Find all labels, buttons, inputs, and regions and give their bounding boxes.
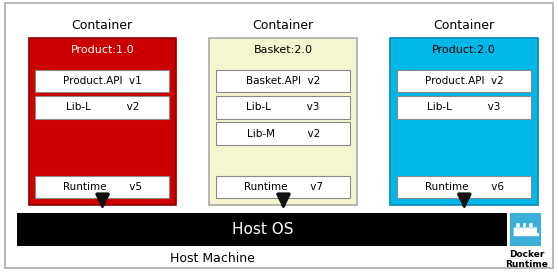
FancyBboxPatch shape <box>528 223 532 228</box>
Text: Container: Container <box>72 19 133 32</box>
FancyBboxPatch shape <box>35 70 169 92</box>
Text: Basket.API  v2: Basket.API v2 <box>246 76 320 86</box>
Text: Host OS: Host OS <box>232 222 293 237</box>
FancyBboxPatch shape <box>216 96 350 119</box>
Text: Product.API  v1: Product.API v1 <box>63 76 142 86</box>
FancyBboxPatch shape <box>5 3 553 268</box>
Text: Lib-L           v3: Lib-L v3 <box>247 102 320 112</box>
FancyBboxPatch shape <box>17 213 507 246</box>
Text: Runtime       v7: Runtime v7 <box>244 182 323 192</box>
Text: Product:2.0: Product:2.0 <box>432 45 496 55</box>
FancyBboxPatch shape <box>35 96 169 119</box>
FancyBboxPatch shape <box>391 38 538 205</box>
FancyBboxPatch shape <box>513 227 537 236</box>
FancyBboxPatch shape <box>516 223 520 228</box>
Text: Lib-L           v3: Lib-L v3 <box>427 102 501 112</box>
Text: Lib-M          v2: Lib-M v2 <box>247 129 320 139</box>
Text: Docker
Runtime: Docker Runtime <box>505 250 548 269</box>
Text: Runtime       v5: Runtime v5 <box>63 182 142 192</box>
FancyBboxPatch shape <box>522 223 526 228</box>
FancyBboxPatch shape <box>28 38 176 205</box>
FancyBboxPatch shape <box>510 213 541 246</box>
FancyBboxPatch shape <box>397 96 531 119</box>
FancyBboxPatch shape <box>397 70 531 92</box>
FancyBboxPatch shape <box>216 176 350 198</box>
FancyBboxPatch shape <box>209 38 357 205</box>
FancyBboxPatch shape <box>216 70 350 92</box>
Text: Host Machine: Host Machine <box>170 252 254 266</box>
Text: Basket:2.0: Basket:2.0 <box>254 45 312 55</box>
Text: Lib-L           v2: Lib-L v2 <box>66 102 139 112</box>
FancyBboxPatch shape <box>397 176 531 198</box>
Text: Runtime       v6: Runtime v6 <box>425 182 503 192</box>
FancyBboxPatch shape <box>35 176 169 198</box>
Text: Product.API  v2: Product.API v2 <box>425 76 503 86</box>
Text: Container: Container <box>434 19 494 32</box>
FancyBboxPatch shape <box>532 233 539 236</box>
FancyBboxPatch shape <box>216 122 350 145</box>
Text: Product:1.0: Product:1.0 <box>70 45 134 55</box>
Text: Container: Container <box>253 19 314 32</box>
